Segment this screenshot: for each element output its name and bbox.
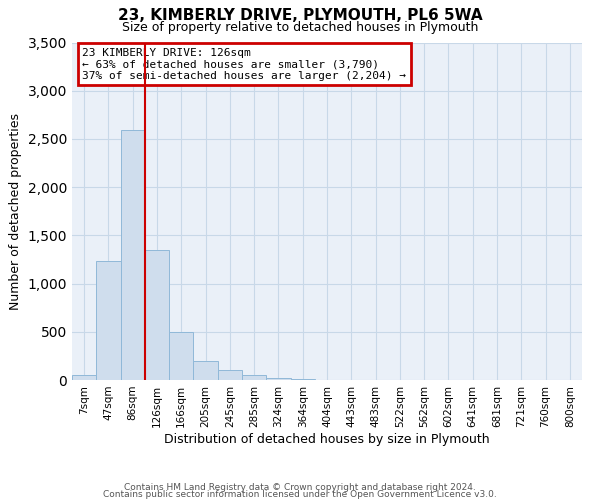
Bar (96, 262, 121, 380)
Text: Contains HM Land Registry data © Crown copyright and database right 2024.: Contains HM Land Registry data © Crown c… (124, 483, 476, 492)
Text: Size of property relative to detached houses in Plymouth: Size of property relative to detached ho… (122, 21, 478, 34)
Y-axis label: Number of detached properties: Number of detached properties (9, 113, 22, 310)
Text: 23 KIMBERLY DRIVE: 126sqm
← 63% of detached houses are smaller (3,790)
37% of se: 23 KIMBERLY DRIVE: 126sqm ← 63% of detac… (82, 48, 406, 81)
Bar (145, 250, 169, 380)
Bar (193, 360, 218, 380)
Text: 23, KIMBERLY DRIVE, PLYMOUTH, PL6 5WA: 23, KIMBERLY DRIVE, PLYMOUTH, PL6 5WA (118, 8, 482, 22)
Bar (169, 332, 193, 380)
Bar (121, 130, 145, 380)
X-axis label: Distribution of detached houses by size in Plymouth: Distribution of detached houses by size … (164, 432, 490, 446)
Bar (266, 378, 290, 380)
Bar (242, 375, 266, 380)
Bar (72, 375, 96, 380)
Bar (290, 379, 315, 380)
Bar (218, 370, 242, 380)
Text: Contains public sector information licensed under the Open Government Licence v3: Contains public sector information licen… (103, 490, 497, 499)
